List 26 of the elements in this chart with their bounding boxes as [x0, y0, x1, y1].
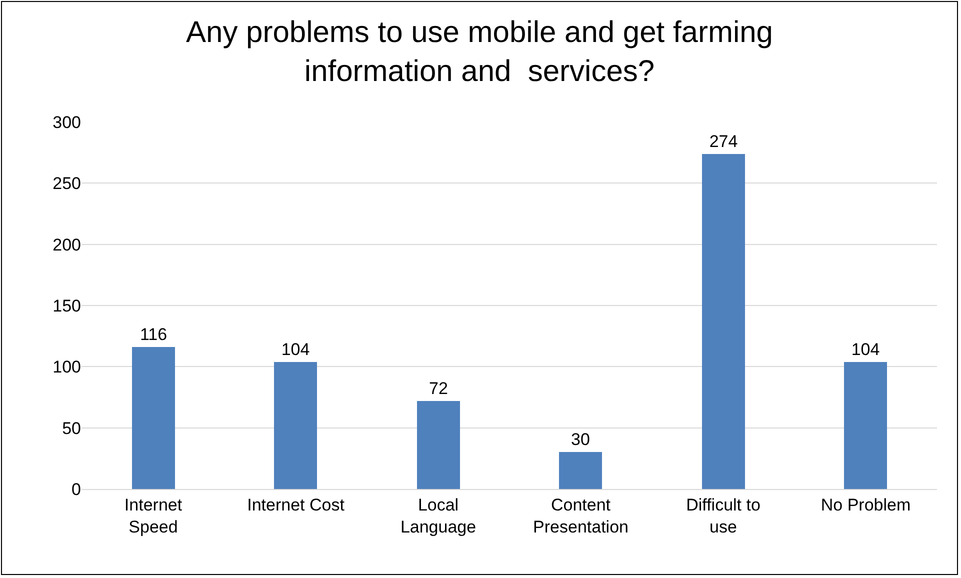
data-label: 72: [429, 379, 448, 398]
data-label: 116: [140, 325, 168, 344]
x-tick-label: No Problem: [820, 495, 911, 514]
y-tick-label: 300: [52, 112, 81, 132]
x-tick-label: Internet Cost: [247, 495, 345, 514]
y-tick-label: 50: [62, 418, 81, 438]
bar: [844, 362, 887, 489]
bar: [132, 347, 175, 489]
x-tick-label: Difficult to use: [686, 495, 760, 536]
chart-title: Any problems to use mobile and get farming information and services?: [186, 16, 773, 88]
x-tick-label: Local Language: [400, 495, 476, 536]
data-label: 274: [709, 132, 738, 151]
y-tick-label: 250: [52, 174, 81, 194]
x-tick-label: Internet Speed: [124, 495, 182, 536]
y-tick-label: 150: [52, 296, 81, 316]
bar: [702, 154, 745, 489]
y-tick-label: 0: [72, 480, 81, 499]
bar: [417, 401, 460, 489]
data-label: 30: [571, 430, 590, 449]
x-tick-label: Content Presentation: [533, 495, 628, 536]
bar: [559, 452, 602, 489]
bar: [274, 362, 317, 489]
data-label: 104: [851, 340, 880, 359]
data-label: 104: [281, 340, 310, 359]
y-tick-label: 100: [52, 358, 81, 377]
y-tick-label: 200: [52, 235, 81, 254]
